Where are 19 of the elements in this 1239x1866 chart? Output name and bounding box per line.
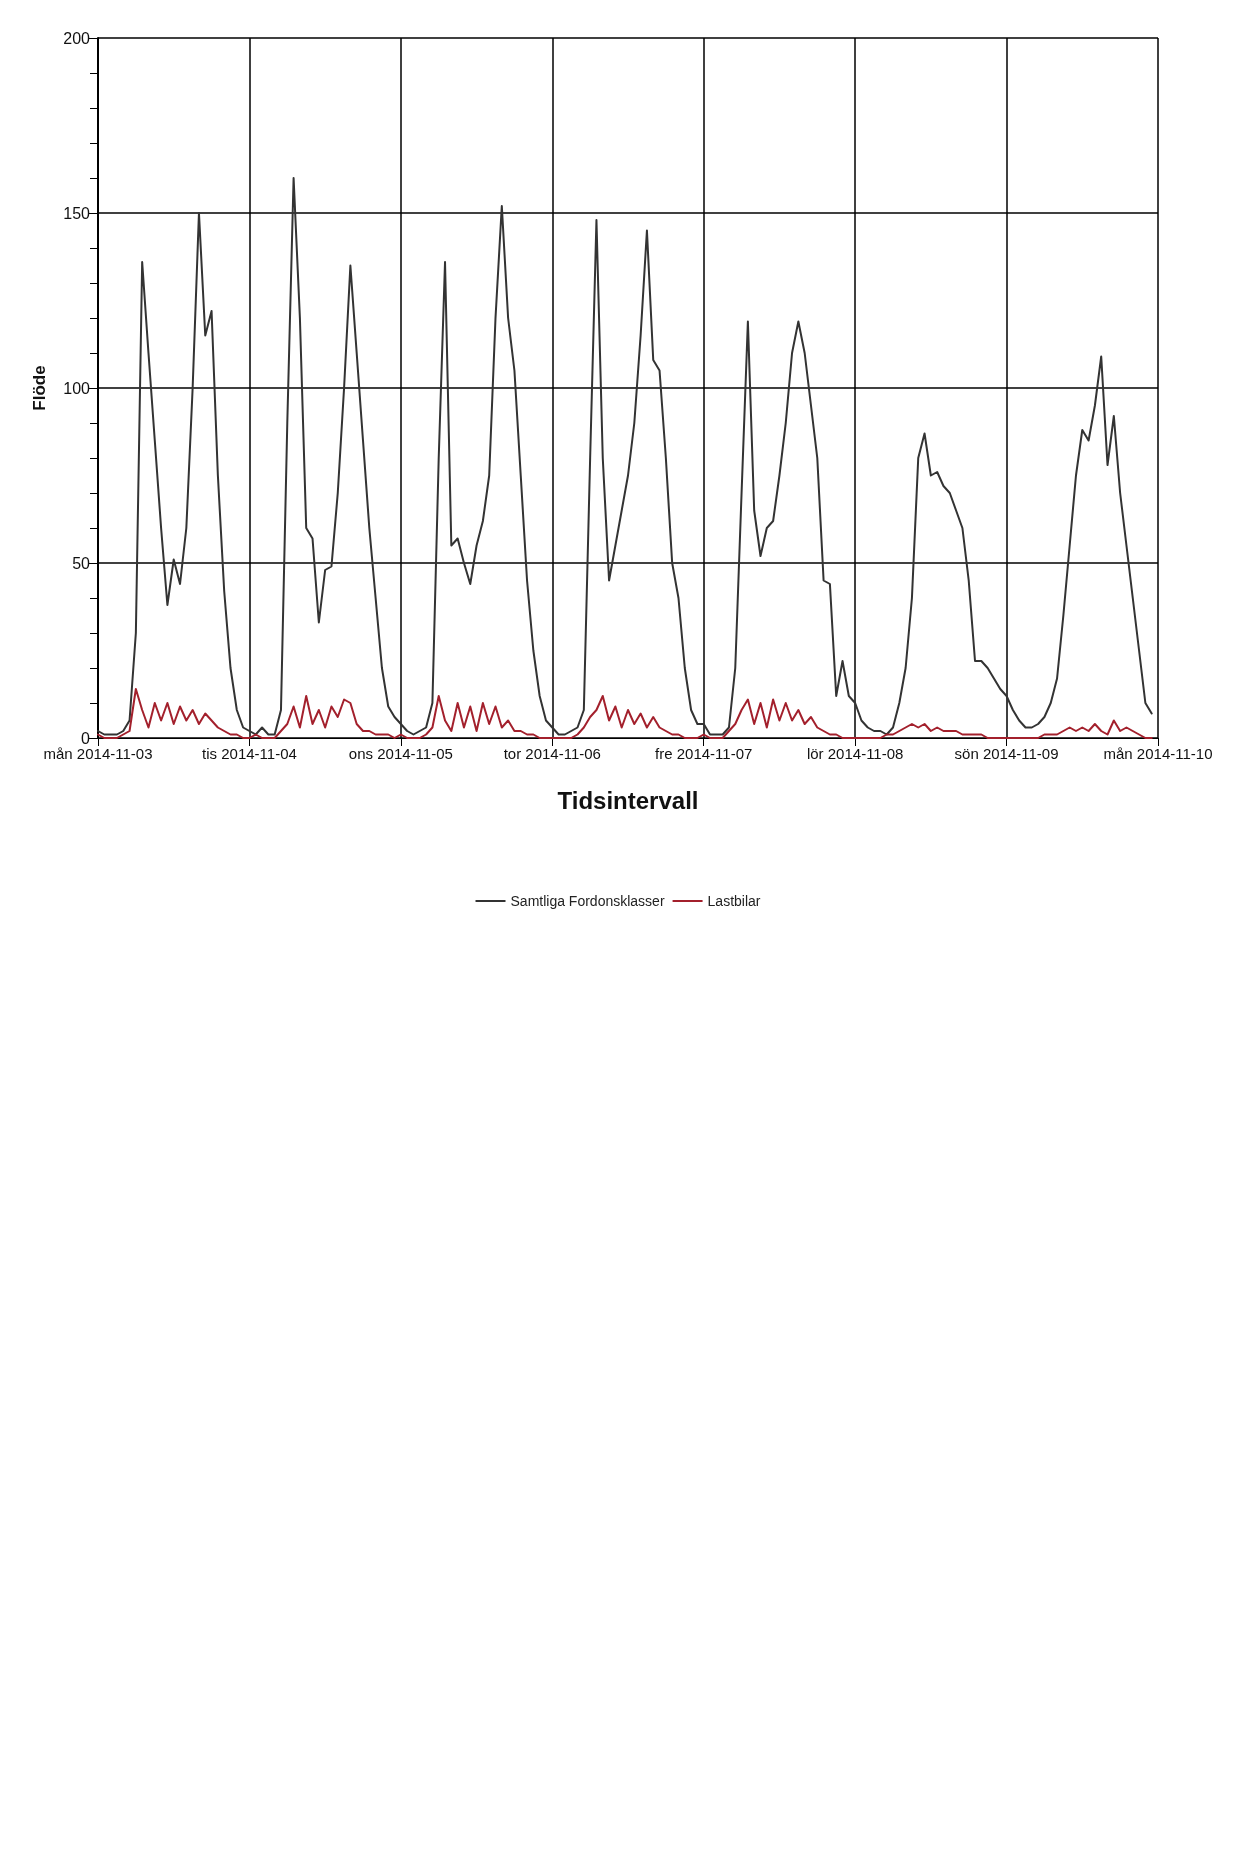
x-tick-label: tor 2014-11-06	[503, 745, 601, 762]
y-tick-label: 150	[63, 204, 91, 222]
legend-label: Lastbilar	[707, 893, 761, 909]
x-tick-label: ons 2014-11-05	[348, 745, 453, 762]
x-tick-label: mån 2014-11-10	[1103, 745, 1213, 762]
x-tick-label: lör 2014-11-08	[806, 745, 904, 762]
line-series	[97, 688, 1153, 739]
line-series	[97, 177, 1153, 736]
y-tick-label: 100	[63, 379, 91, 397]
x-tick-label: tis 2014-11-04	[202, 745, 297, 762]
y-axis-title: Flöde	[30, 365, 49, 411]
x-tick-label: fre 2014-11-07	[655, 745, 753, 762]
legend-label: Samtliga Fordonsklasser	[510, 893, 665, 909]
x-axis-title: Tidsintervall	[557, 786, 699, 814]
x-tick-label: mån 2014-11-03	[43, 745, 153, 762]
y-tick-label: 200	[63, 29, 91, 47]
y-tick-label: 50	[72, 554, 91, 572]
x-tick-label: sön 2014-11-09	[954, 745, 1059, 762]
y-tick-label: 0	[81, 729, 91, 747]
